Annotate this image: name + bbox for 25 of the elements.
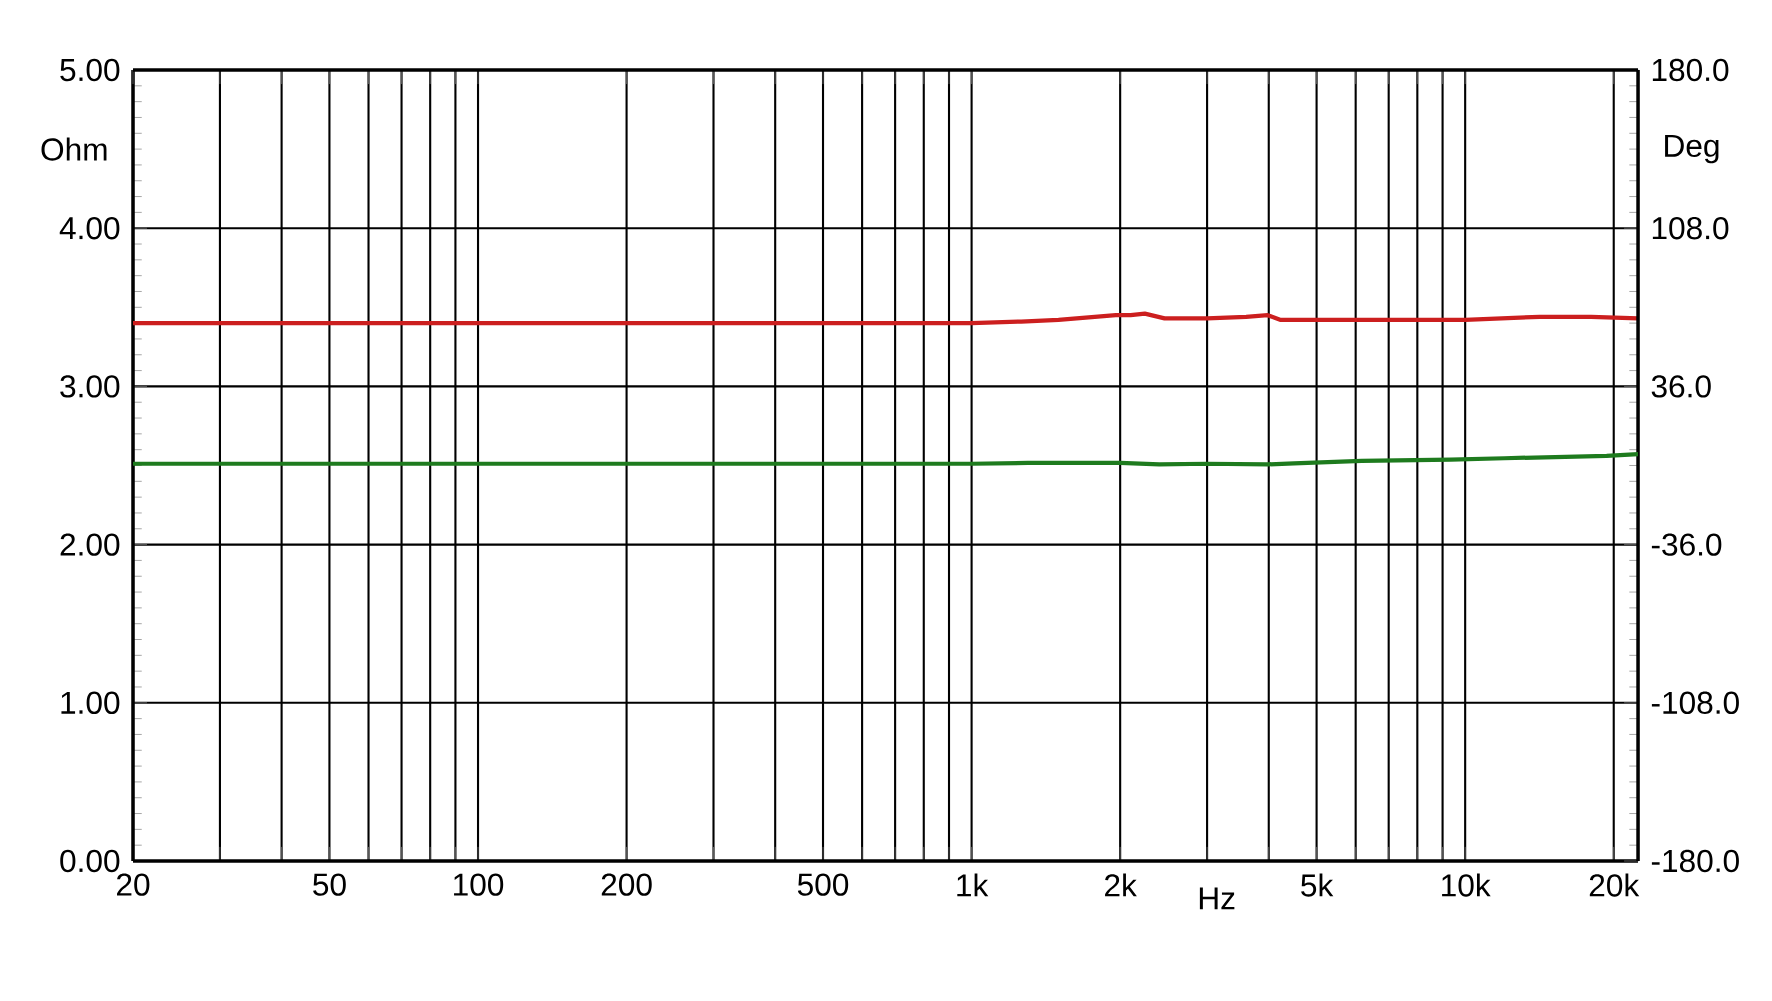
y2-axis-title: Deg — [1665, 134, 1719, 164]
y-axis-title: Ohm — [41, 137, 107, 161]
x-tick-label: 100 — [454, 873, 504, 896]
y2-tick-label: -36.0 — [1651, 533, 1722, 556]
x-tick-label: 10k — [1442, 873, 1491, 897]
y2-tick-label: 180.0 — [1652, 58, 1729, 82]
x-tick-label: 5k — [1301, 873, 1334, 897]
y2-tick-label: -180.0 — [1651, 849, 1739, 873]
y-tick-label: 0.00 — [60, 849, 120, 873]
y-tick-label: 2.00 — [60, 533, 120, 556]
x-tick-label: 20 — [117, 873, 150, 896]
x-tick-label: 1k — [957, 873, 989, 897]
x-tick-label: 2k — [1105, 873, 1137, 897]
y-tick-label: 1.00 — [61, 691, 120, 715]
x-tick-label: 20k — [1589, 873, 1640, 897]
y2-tick-label: -108.0 — [1651, 691, 1739, 715]
y2-tick-label: 36.0 — [1651, 375, 1711, 398]
y-tick-label: 3.00 — [60, 375, 120, 398]
y-tick-label: 4.00 — [59, 216, 120, 240]
x-tick-label: 500 — [797, 873, 849, 896]
y-tick-label: 5.00 — [60, 58, 120, 82]
x-tick-label: 200 — [601, 873, 652, 896]
x-tick-label: 50 — [313, 873, 346, 896]
y2-tick-label: 108.0 — [1652, 216, 1729, 240]
x-axis-title: Hz — [1199, 887, 1235, 910]
